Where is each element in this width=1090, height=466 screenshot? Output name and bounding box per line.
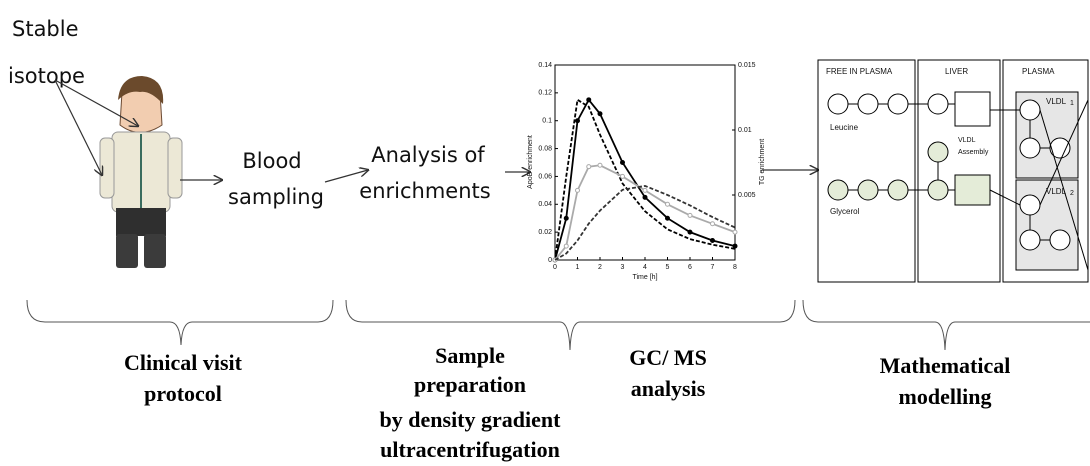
y2-tick-label: 0.005	[738, 192, 756, 199]
phase-label: modelling	[899, 384, 992, 409]
data-point	[687, 229, 693, 235]
data-point	[620, 160, 625, 165]
y2-tick-label: 0.015	[738, 62, 756, 69]
data-point	[710, 238, 715, 243]
blood-label: sampling	[228, 185, 324, 209]
data-point	[563, 215, 569, 221]
data-point	[597, 111, 603, 117]
phase-label: ultracentrifugation	[380, 437, 560, 462]
x-tick-label: 5	[666, 264, 670, 271]
model-labels: FREE IN PLASMA LIVER PLASMA Leucine Glyc…	[826, 67, 1074, 216]
x-tick-label: 6	[688, 264, 692, 271]
y-tick-label: 0.04	[538, 201, 552, 208]
x-tick-label: 3	[621, 264, 625, 271]
y2-tick-label: 0.01	[738, 127, 752, 134]
enrichment-chart: Time [h] ApoB enrichment TG enrichment 0…	[527, 62, 766, 281]
assembly-label: VLDL	[958, 137, 976, 144]
vldl2-label: 2	[1070, 190, 1074, 197]
isotope-label: isotope	[8, 64, 85, 88]
x-tick-label: 1	[576, 264, 580, 271]
data-point	[642, 187, 648, 193]
model-diagram	[817, 59, 1089, 283]
data-point	[575, 187, 580, 193]
data-point	[620, 173, 625, 179]
compartment-label: FREE IN PLASMA	[826, 67, 893, 76]
data-point	[563, 243, 569, 249]
analysis-label: enrichments	[359, 179, 490, 203]
data-point	[687, 212, 693, 218]
y-tick-label: 0.12	[538, 90, 552, 97]
y-axis-label: ApoB enrichment	[527, 135, 534, 189]
y-tick-label: 0.06	[538, 173, 552, 180]
curve	[554, 98, 736, 261]
y-tick-label: 0.1	[542, 118, 552, 125]
x-tick-label: 7	[711, 264, 715, 271]
braces	[26, 299, 1090, 351]
y2-axis-label: TG enrichment	[759, 139, 766, 185]
phase-label: by density gradient	[380, 407, 562, 432]
compartment-label: LIVER	[945, 67, 968, 76]
phase-label: preparation	[414, 372, 526, 397]
vldl1-label: 1	[1070, 100, 1074, 107]
compartment-label: PLASMA	[1022, 67, 1055, 76]
data-point	[575, 118, 580, 124]
analysis-label: Analysis of	[371, 143, 485, 167]
x-axis-label: Time [h]	[632, 274, 657, 281]
y-tick-label: 0.08	[538, 145, 552, 152]
curve	[554, 184, 736, 261]
data-point	[642, 194, 648, 200]
curve	[554, 164, 736, 261]
x-tick-label: 4	[643, 264, 647, 271]
data-point	[586, 164, 592, 170]
blood-label: Blood	[242, 149, 301, 173]
x-tick-label: 8	[733, 264, 737, 271]
x-tick-label: 2	[598, 264, 602, 271]
data-point	[732, 243, 738, 249]
phase-label: Clinical visit	[124, 350, 243, 375]
y-tick-label: 0.14	[538, 62, 552, 69]
vldl2-label: VLDL	[1046, 187, 1067, 196]
leucine-label: Leucine	[830, 123, 859, 132]
data-point	[597, 162, 603, 168]
phase-label: protocol	[144, 381, 222, 406]
data-point	[710, 221, 715, 227]
data-point	[586, 97, 592, 103]
isotope-label: Stable	[12, 17, 79, 41]
person-figure	[99, 76, 183, 268]
glycerol-label: Glycerol	[830, 207, 860, 216]
arrows	[54, 79, 818, 182]
y-tick-label: 0.02	[538, 229, 552, 236]
phase-label: GC/ MS	[629, 345, 707, 370]
x-tick-label: 0	[553, 264, 557, 271]
plot-frame	[554, 64, 736, 261]
data-point	[732, 229, 738, 235]
vldl1-label: VLDL	[1046, 97, 1067, 106]
y-tick-label: 0	[548, 257, 552, 264]
phase-label: analysis	[631, 376, 706, 401]
data-point	[665, 215, 670, 221]
phase-label: Sample	[435, 343, 505, 368]
phase-label: Mathematical	[880, 353, 1011, 378]
assembly-label: Assembly	[958, 149, 989, 156]
data-point	[665, 201, 670, 207]
